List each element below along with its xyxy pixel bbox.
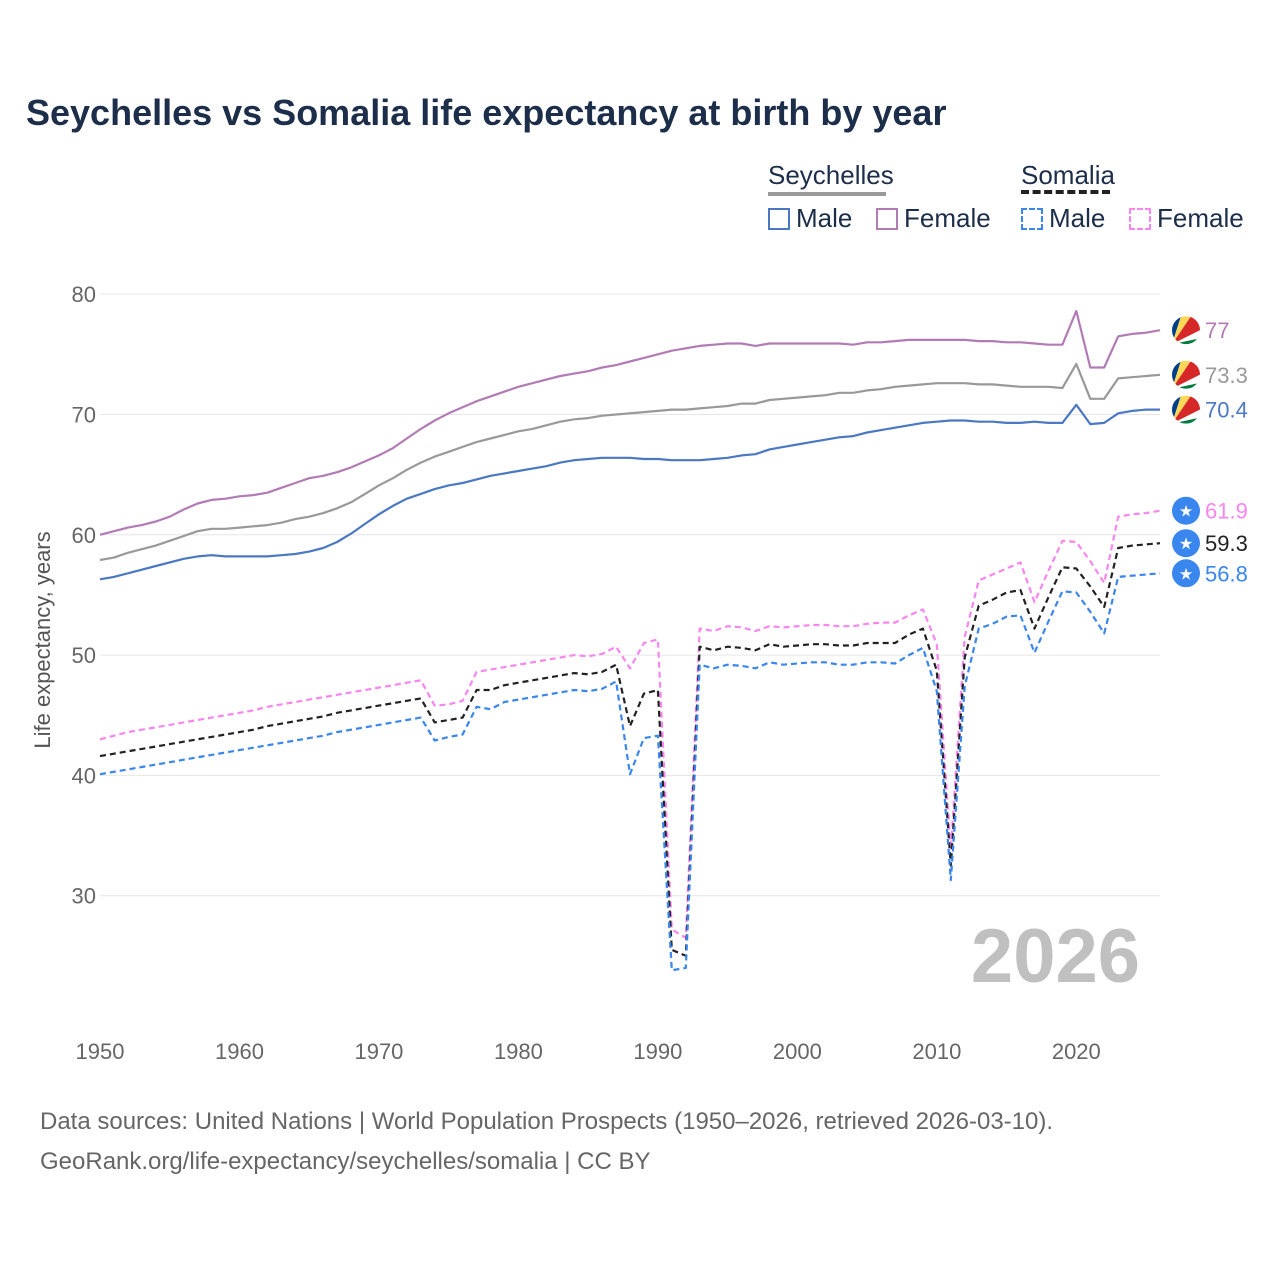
star-badge-icon: ★: [1172, 529, 1200, 558]
y-axis-label: Life expectancy, years: [30, 531, 55, 748]
legend-label: Male: [1049, 203, 1106, 233]
seychelles-flag-icon: [1172, 395, 1200, 424]
line-chart: 2026 30 40 50 60 70 80 1950 1960 1970 1980 1990 200…: [30, 282, 1248, 1064]
grid-lines: [100, 293, 1160, 897]
legend-item-somalia-female[interactable]: Female: [1129, 203, 1244, 234]
x-tick-label: 2010: [912, 1039, 961, 1064]
x-tick-label: 2020: [1052, 1039, 1101, 1064]
end-value-label: 59.3: [1205, 531, 1248, 556]
x-tick-label: 1970: [354, 1039, 403, 1064]
series-line-somalia-male[interactable]: [99, 572, 1161, 972]
end-labels: 77 73.3 70.4 ★ 61.9 ★ 59.3 ★ 56.8: [1172, 316, 1248, 588]
y-tick-label: 80: [72, 282, 96, 307]
legend-label: Female: [904, 203, 991, 233]
legend-group-somalia: Somalia: [1021, 160, 1115, 190]
series-line-seychelles-female[interactable]: [99, 309, 1161, 536]
x-tick-label: 1990: [633, 1039, 682, 1064]
end-value-label: 73.3: [1205, 363, 1248, 388]
svg-text:★: ★: [1179, 564, 1193, 583]
footer-sources: Data sources: United Nations | World Pop…: [40, 1108, 1054, 1135]
legend-label: Female: [1157, 203, 1244, 233]
year-watermark: 2026: [971, 914, 1140, 999]
legend-label: Male: [796, 203, 853, 233]
footer-credit: GeoRank.org/life-expectancy/seychelles/s…: [40, 1148, 651, 1175]
y-tick-label: 40: [72, 763, 96, 788]
legend-swatch: [1021, 207, 1043, 230]
legend-group-seychelles: Seychelles: [768, 160, 894, 190]
y-tick-label: 30: [72, 884, 96, 909]
series-line-seychelles-male[interactable]: [99, 403, 1160, 581]
legend-swatch: [1129, 207, 1151, 230]
y-tick-label: 60: [72, 523, 96, 548]
series-layer: [99, 309, 1161, 972]
end-value-label: 56.8: [1205, 561, 1248, 586]
y-tick-label: 50: [72, 643, 96, 668]
seychelles-flag-icon: [1172, 360, 1200, 389]
legend-item-somalia-male[interactable]: Male: [1021, 203, 1105, 234]
end-value-label: 70.4: [1205, 398, 1248, 423]
series-line-somalia-female[interactable]: [99, 509, 1161, 939]
legend-swatch: [768, 207, 790, 230]
end-value-label: 61.9: [1205, 499, 1248, 524]
legend-swatch: [876, 207, 898, 230]
axis-layer: 30 40 50 60 70 80 1950 1960 1970 1980 1990 2000 2010…: [72, 282, 1101, 1064]
star-badge-icon: ★: [1172, 559, 1200, 588]
svg-text:★: ★: [1179, 502, 1193, 521]
chart-title: Seychelles vs Somalia life expectancy at…: [26, 92, 947, 133]
series-line-seychelles-total[interactable]: [99, 362, 1161, 562]
x-tick-label: 1950: [76, 1039, 125, 1064]
legend-item-seychelles-male[interactable]: Male: [768, 203, 852, 234]
seychelles-flag-icon: [1172, 316, 1200, 345]
end-value-label: 77: [1205, 318, 1229, 343]
x-tick-label: 1960: [215, 1039, 264, 1064]
series-line-somalia-total[interactable]: [99, 542, 1161, 957]
star-badge-icon: ★: [1172, 496, 1200, 525]
legend-line-seychelles: [768, 192, 886, 196]
svg-text:★: ★: [1179, 534, 1193, 553]
legend-item-seychelles-female[interactable]: Female: [876, 203, 991, 234]
x-tick-label: 2000: [773, 1039, 822, 1064]
legend-line-somalia: [1021, 190, 1110, 194]
y-tick-label: 70: [72, 402, 96, 427]
x-tick-label: 1980: [494, 1039, 543, 1064]
